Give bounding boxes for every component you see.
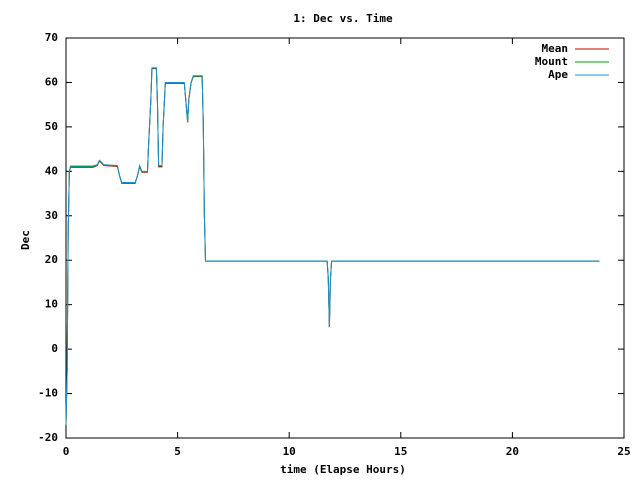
legend-label: Mean xyxy=(542,42,569,55)
y-tick-label: 70 xyxy=(45,31,58,44)
chart-title: 1: Dec vs. Time xyxy=(293,12,393,25)
y-axis-label: Dec xyxy=(19,230,32,250)
y-tick-label: -10 xyxy=(38,387,58,400)
y-tick-label: 30 xyxy=(45,209,58,222)
x-tick-label: 15 xyxy=(394,445,407,458)
x-tick-label: 0 xyxy=(63,445,70,458)
x-tick-label: 25 xyxy=(617,445,630,458)
legend-label: Ape xyxy=(548,68,568,81)
x-tick-label: 10 xyxy=(283,445,296,458)
x-tick-label: 20 xyxy=(506,445,519,458)
y-tick-label: 10 xyxy=(45,298,58,311)
x-tick-label: 5 xyxy=(174,445,181,458)
legend-label: Mount xyxy=(535,55,568,68)
plot-border xyxy=(65,37,625,439)
series-line xyxy=(65,67,600,425)
y-tick-label: 50 xyxy=(45,120,58,133)
x-axis-label: time (Elapse Hours) xyxy=(280,463,406,476)
y-tick-label: 20 xyxy=(45,253,58,266)
y-tick-label: 40 xyxy=(45,164,58,177)
y-tick-label: 60 xyxy=(45,75,58,88)
y-tick-label: -20 xyxy=(38,431,58,444)
y-tick-label: 0 xyxy=(51,342,58,355)
